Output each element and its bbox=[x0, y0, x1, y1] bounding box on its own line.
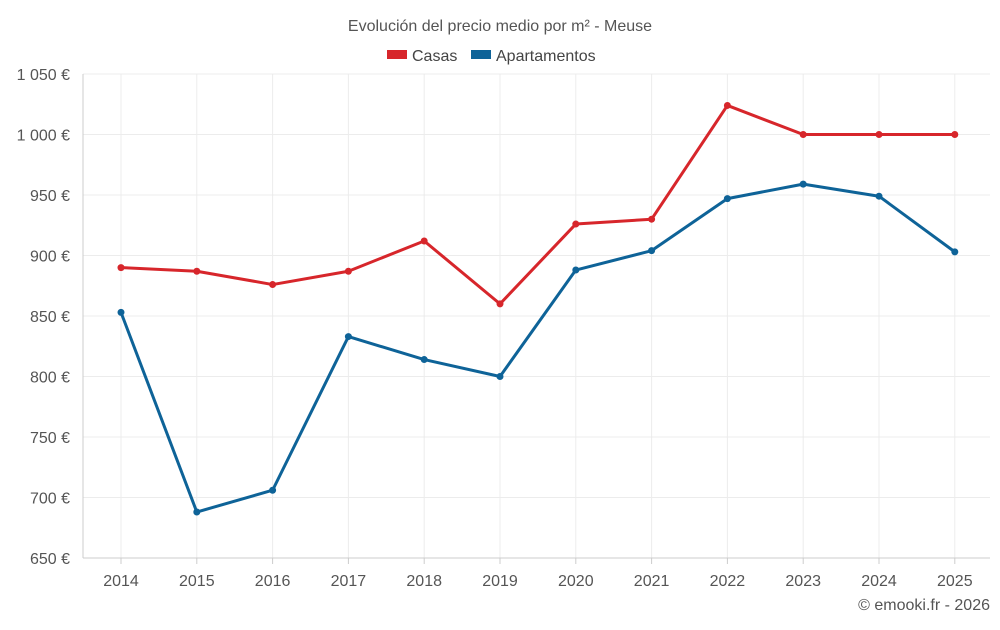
data-point-apartamentos bbox=[648, 247, 656, 255]
y-tick-label: 800 € bbox=[30, 370, 70, 387]
data-point-casas bbox=[875, 131, 883, 138]
y-tick-label: 750 € bbox=[30, 430, 70, 447]
data-point-apartamentos bbox=[951, 248, 959, 256]
y-tick-label: 700 € bbox=[30, 491, 70, 508]
series-line-apartamentos bbox=[119, 182, 957, 514]
series-line-casas bbox=[119, 103, 957, 306]
series-layer bbox=[117, 101, 959, 516]
y-tick-label: 650 € bbox=[30, 551, 70, 568]
data-point-casas bbox=[420, 237, 428, 245]
data-point-casas bbox=[572, 220, 580, 228]
data-point-apartamentos bbox=[344, 333, 352, 341]
y-tick-label: 850 € bbox=[30, 309, 70, 326]
x-tick-label: 2019 bbox=[482, 573, 518, 590]
y-tick-label: 900 € bbox=[30, 249, 70, 266]
x-tick-label: 2020 bbox=[558, 573, 594, 590]
legend: Casas Apartamentos bbox=[387, 48, 596, 65]
legend-label-apartamentos: Apartamentos bbox=[496, 48, 596, 65]
data-point-casas bbox=[496, 300, 504, 308]
data-point-apartamentos bbox=[723, 195, 731, 203]
data-point-apartamentos bbox=[496, 373, 504, 380]
legend-swatch-apartamentos bbox=[471, 50, 491, 59]
x-tick-label: 2014 bbox=[103, 573, 139, 590]
data-point-casas bbox=[344, 267, 352, 275]
data-point-apartamentos bbox=[875, 192, 883, 200]
x-tick-label: 2024 bbox=[861, 573, 897, 590]
x-tick-label: 2022 bbox=[710, 573, 746, 590]
data-point-casas bbox=[117, 264, 125, 272]
data-point-apartamentos bbox=[572, 266, 580, 274]
chart-title: Evolución del precio medio por m² - Meus… bbox=[348, 18, 652, 35]
x-tick-label: 2018 bbox=[406, 573, 442, 590]
grid bbox=[83, 73, 990, 559]
data-point-apartamentos bbox=[117, 308, 125, 316]
data-point-casas bbox=[193, 267, 201, 275]
x-tick-label: 2016 bbox=[255, 573, 291, 590]
data-point-casas bbox=[951, 131, 959, 138]
data-point-apartamentos bbox=[799, 180, 807, 188]
legend-label-casas: Casas bbox=[412, 48, 457, 65]
axes: 650 € 700 € 750 € 800 € 850 € 900 € 950 € 1 000… bbox=[17, 67, 990, 590]
legend-swatch-casas bbox=[387, 50, 407, 59]
x-tick-label: 2023 bbox=[785, 573, 821, 590]
credit-text: © emooki.fr - 2026 bbox=[858, 597, 990, 614]
x-tick-label: 2017 bbox=[331, 573, 367, 590]
y-tick-label: 1 050 € bbox=[17, 67, 70, 84]
data-point-apartamentos bbox=[420, 356, 428, 364]
data-point-casas bbox=[723, 101, 731, 109]
x-tick-label: 2021 bbox=[634, 573, 670, 590]
data-point-casas bbox=[269, 281, 277, 289]
data-point-apartamentos bbox=[269, 486, 277, 494]
data-point-casas bbox=[799, 131, 807, 138]
data-point-apartamentos bbox=[193, 508, 201, 516]
y-tick-label: 1 000 € bbox=[17, 128, 70, 145]
x-tick-label: 2015 bbox=[179, 573, 215, 590]
data-point-casas bbox=[648, 215, 656, 223]
x-tick-label: 2025 bbox=[937, 573, 973, 590]
y-tick-label: 950 € bbox=[30, 188, 70, 205]
